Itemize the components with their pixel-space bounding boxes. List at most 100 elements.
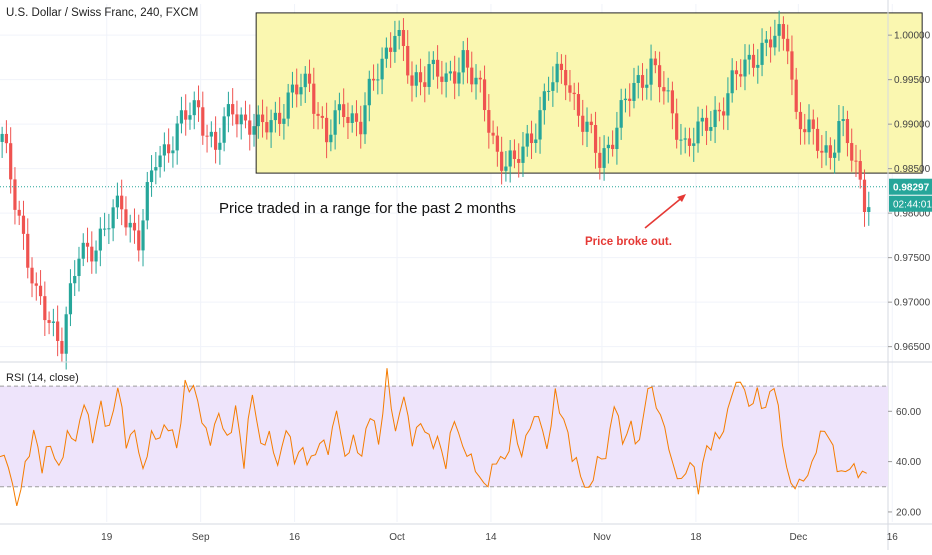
- candle-body: [768, 39, 773, 48]
- candle-body: [615, 127, 619, 150]
- candle-body: [611, 144, 615, 150]
- candle-body: [179, 110, 184, 124]
- candle-body: [538, 110, 542, 140]
- candle-body: [461, 50, 465, 73]
- candle-body: [21, 215, 26, 234]
- candle-body: [717, 109, 721, 112]
- candle-body: [820, 150, 824, 153]
- candle-body: [47, 320, 51, 323]
- price-tick-label: 0.97000: [894, 298, 931, 309]
- candle-body: [623, 98, 628, 101]
- candle-body: [713, 109, 717, 128]
- candle-body: [722, 111, 726, 116]
- candle-body: [542, 91, 546, 111]
- candle-body: [94, 250, 98, 262]
- candle-body: [696, 121, 700, 144]
- candle-body: [649, 58, 653, 85]
- candle-body: [704, 117, 709, 131]
- candle-body: [209, 131, 213, 137]
- candle-body: [56, 321, 60, 341]
- candle-body: [218, 142, 222, 150]
- candle-body: [640, 75, 645, 88]
- candle-body: [248, 120, 252, 135]
- chart-title: U.S. Dollar / Swiss Franc, 240, FXCM: [6, 7, 198, 19]
- candle-body: [709, 127, 713, 131]
- range-box[interactable]: [255, 12, 923, 174]
- candle-body: [529, 133, 534, 144]
- candle-body: [504, 166, 508, 171]
- candle-body: [0, 133, 4, 142]
- candle-body: [196, 100, 201, 108]
- candle-body: [559, 63, 564, 71]
- countdown-label: 02:44:01: [893, 200, 932, 211]
- candle-body: [470, 67, 474, 85]
- candle-body: [568, 85, 572, 93]
- candle-body: [803, 129, 807, 133]
- candle-body: [231, 104, 235, 115]
- candle-body: [34, 283, 38, 286]
- candle-body: [619, 100, 623, 128]
- last-price-tag: [889, 178, 932, 195]
- candle-body: [726, 93, 730, 116]
- candle-body: [692, 143, 696, 146]
- time-tick-label: Dec: [789, 532, 807, 543]
- candle-body: [145, 182, 149, 221]
- candle-body: [354, 113, 359, 122]
- candle-body: [401, 30, 406, 46]
- candle-body: [175, 123, 179, 151]
- candle-body: [342, 104, 346, 118]
- candle-body: [256, 114, 260, 127]
- candle-body: [675, 113, 679, 140]
- candle-body: [862, 179, 867, 212]
- candle-body: [149, 170, 154, 183]
- candle-body: [756, 64, 760, 68]
- candle-body: [376, 79, 380, 81]
- breakout-arrowhead: [677, 194, 686, 202]
- candle-body: [205, 135, 209, 137]
- candle-body: [303, 73, 307, 88]
- rsi-band: [0, 386, 888, 487]
- candle-body: [235, 114, 239, 125]
- time-tick-label: 14: [485, 532, 497, 543]
- candle-body: [269, 120, 273, 133]
- candle-body: [482, 79, 487, 111]
- candle-body: [77, 258, 81, 277]
- price-tick-label: 0.97500: [894, 253, 931, 264]
- candle-body: [807, 119, 811, 133]
- candle-body: [837, 121, 841, 153]
- candle-body: [384, 47, 388, 59]
- candle-body: [581, 115, 585, 132]
- candle-body: [551, 82, 555, 91]
- candle-body: [534, 139, 538, 144]
- rsi-title: RSI (14, close): [6, 372, 79, 384]
- breakout-annotation: Price broke out.: [585, 236, 672, 248]
- candle-body: [845, 119, 850, 144]
- candle-body: [158, 155, 162, 168]
- candle-body: [307, 73, 312, 84]
- candle-body: [854, 160, 858, 162]
- time-tick-label: 16: [289, 532, 301, 543]
- candle-body: [478, 77, 482, 80]
- candle-body: [295, 84, 299, 95]
- candle-body: [850, 143, 854, 161]
- candle-body: [657, 65, 662, 88]
- candle-body: [632, 82, 636, 101]
- candle-body: [730, 70, 734, 94]
- candle-body: [43, 296, 47, 321]
- candle-body: [98, 228, 102, 251]
- candle-body: [739, 74, 743, 77]
- candle-body: [141, 220, 145, 251]
- candle-body: [777, 24, 781, 36]
- candle-body: [192, 100, 196, 116]
- candle-body: [435, 59, 440, 77]
- candle-body: [474, 77, 478, 85]
- candle-body: [427, 64, 431, 87]
- candle-body: [500, 151, 504, 171]
- price-tick-label: 0.98500: [894, 164, 931, 175]
- candle-body: [448, 71, 453, 74]
- candle-body: [743, 59, 747, 77]
- candle-body: [64, 314, 68, 354]
- candle-body: [222, 116, 226, 143]
- time-tick-label: 19: [101, 532, 113, 543]
- candle-body: [38, 285, 43, 297]
